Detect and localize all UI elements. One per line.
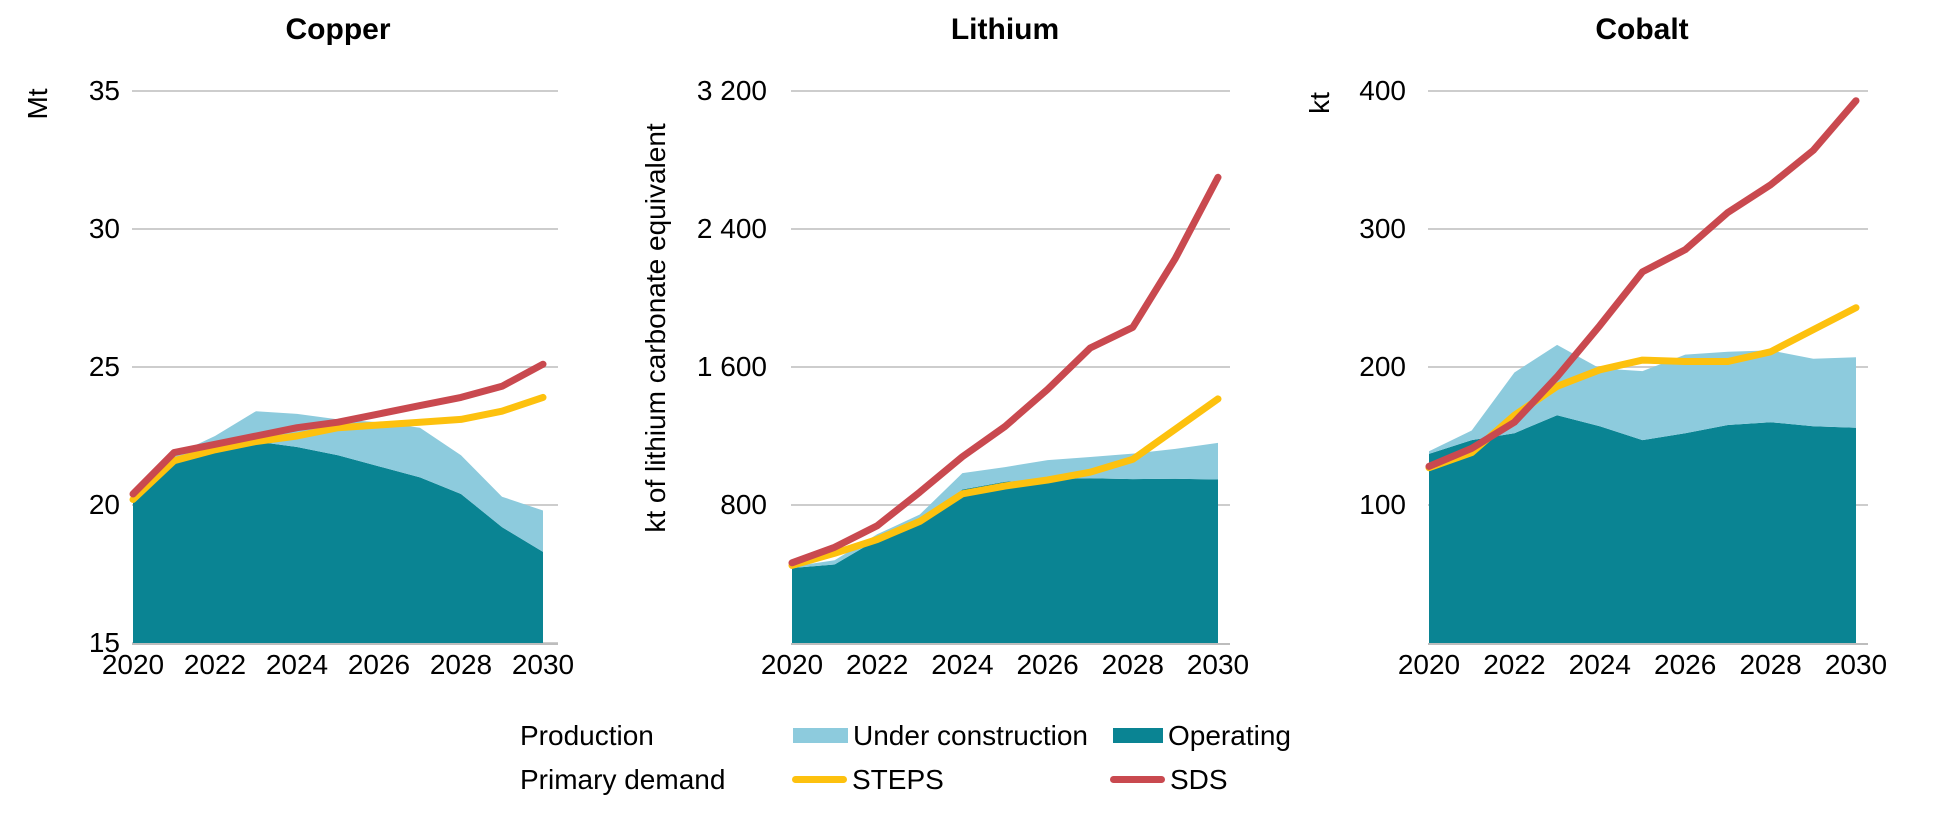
copper-y-tick-label: 35 bbox=[88, 75, 120, 106]
copper-operating-area bbox=[133, 441, 543, 643]
copper-under-construction-area bbox=[133, 411, 543, 552]
lithium-operating-area bbox=[792, 478, 1218, 643]
lithium-x-tick-label: 2028 bbox=[1101, 649, 1164, 680]
legend-production-label: Production bbox=[520, 720, 654, 751]
copper-y-tick-label: 15 bbox=[88, 627, 120, 658]
cobalt-y-tick-label: 400 bbox=[1359, 75, 1406, 106]
cobalt-y-tick-label: 100 bbox=[1359, 489, 1406, 520]
copper-x-tick-label: 2030 bbox=[511, 649, 575, 680]
cobalt-y-tick-label: 300 bbox=[1359, 213, 1406, 244]
legend-operating-label: Operating bbox=[1168, 720, 1291, 751]
copper-x-tick-label: 2028 bbox=[429, 649, 493, 680]
cobalt-y-tick-label: 200 bbox=[1359, 351, 1406, 382]
legend-primary-demand-label: Primary demand bbox=[520, 764, 726, 795]
cobalt-x-tick-label: 2024 bbox=[1568, 649, 1631, 680]
cobalt-under-construction-area bbox=[1429, 344, 1856, 454]
copper-sds-line bbox=[129, 360, 547, 498]
lithium-title: Lithium bbox=[950, 13, 1060, 46]
lithium-steps-line bbox=[788, 395, 1222, 569]
lithium-x-tick-label: 2020 bbox=[760, 649, 824, 680]
copper-x-tick-label: 2022 bbox=[183, 649, 247, 680]
cobalt-sds-line bbox=[1425, 97, 1860, 470]
lithium-x-tick-label: 2030 bbox=[1186, 649, 1250, 680]
lithium-y-tick-label: 2 400 bbox=[696, 213, 767, 244]
lithium-x-tick-label: 2026 bbox=[1016, 649, 1079, 680]
lithium-under-construction-area bbox=[792, 442, 1218, 568]
cobalt-x-tick-label: 2026 bbox=[1654, 649, 1717, 680]
cobalt-x-tick-label: 2020 bbox=[1397, 649, 1461, 680]
legend-under-construction-label: Under construction bbox=[853, 720, 1089, 751]
legend-sds-label: SDS bbox=[1170, 764, 1228, 795]
lithium-x-tick-label: 2022 bbox=[846, 649, 909, 680]
lithium-y-tick-label: 800 bbox=[720, 489, 767, 520]
cobalt-operating-area bbox=[1429, 415, 1856, 643]
copper-y-tick-label: 25 bbox=[88, 351, 120, 382]
copper-steps-line bbox=[129, 393, 547, 503]
legend-steps-label: STEPS bbox=[852, 764, 944, 795]
operating-swatch bbox=[1113, 728, 1163, 743]
cobalt-x-tick-label: 2022 bbox=[1483, 649, 1546, 680]
lithium-y-axis-unit-label: kt of lithium carbonate equivalent bbox=[640, 123, 671, 533]
cobalt-x-tick-label: 2030 bbox=[1824, 649, 1888, 680]
lithium-sds-line bbox=[788, 173, 1222, 567]
lithium-x-tick-label: 2024 bbox=[931, 649, 994, 680]
lithium-y-tick-label: 1 600 bbox=[696, 351, 767, 382]
lithium-y-tick-label: 3 200 bbox=[696, 75, 767, 106]
copper-x-tick-label: 2024 bbox=[265, 649, 329, 680]
copper-title: Copper bbox=[285, 13, 391, 46]
cobalt-x-tick-label: 2028 bbox=[1739, 649, 1802, 680]
steps-line-swatch bbox=[792, 776, 847, 783]
cobalt-title: Cobalt bbox=[1595, 13, 1689, 46]
under-construction-swatch bbox=[793, 728, 848, 743]
copper-x-tick-label: 2026 bbox=[347, 649, 411, 680]
sds-line-swatch bbox=[1110, 776, 1165, 783]
copper-x-tick-label: 2020 bbox=[101, 649, 165, 680]
copper-y-tick-label: 20 bbox=[88, 489, 120, 520]
copper-y-tick-label: 30 bbox=[88, 213, 120, 244]
